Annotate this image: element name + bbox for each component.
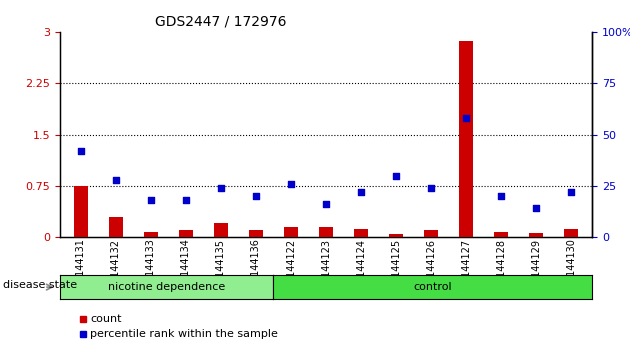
Bar (564, 229, 578, 237)
Bar (179, 230, 193, 237)
Text: control: control (413, 282, 452, 292)
Point (356, 189, 366, 195)
Bar (319, 227, 333, 237)
Bar (74, 186, 88, 237)
Point (321, 201, 331, 207)
Point (216, 185, 226, 191)
Point (286, 181, 296, 187)
Point (391, 173, 401, 178)
Text: disease state: disease state (3, 280, 77, 290)
Bar (249, 230, 263, 237)
Text: percentile rank within the sample: percentile rank within the sample (90, 329, 278, 339)
Point (426, 185, 436, 191)
Bar (109, 217, 123, 237)
Bar (424, 230, 438, 237)
Text: nicotine dependence: nicotine dependence (108, 282, 225, 292)
Bar (529, 233, 543, 237)
Bar (354, 229, 368, 237)
Bar (389, 234, 403, 237)
Bar (214, 223, 228, 237)
Point (181, 198, 191, 203)
Bar (494, 232, 508, 237)
Text: count: count (90, 314, 122, 324)
Bar (144, 232, 158, 237)
Point (566, 189, 576, 195)
Point (496, 193, 506, 199)
Bar (459, 41, 473, 237)
Point (531, 206, 541, 211)
Point (111, 177, 121, 183)
Bar (284, 227, 298, 237)
Point (461, 115, 471, 121)
Point (251, 193, 261, 199)
Point (146, 198, 156, 203)
Bar (80, 316, 86, 322)
Point (76, 148, 86, 154)
Bar (80, 331, 86, 337)
Text: GDS2447 / 172976: GDS2447 / 172976 (155, 14, 286, 28)
